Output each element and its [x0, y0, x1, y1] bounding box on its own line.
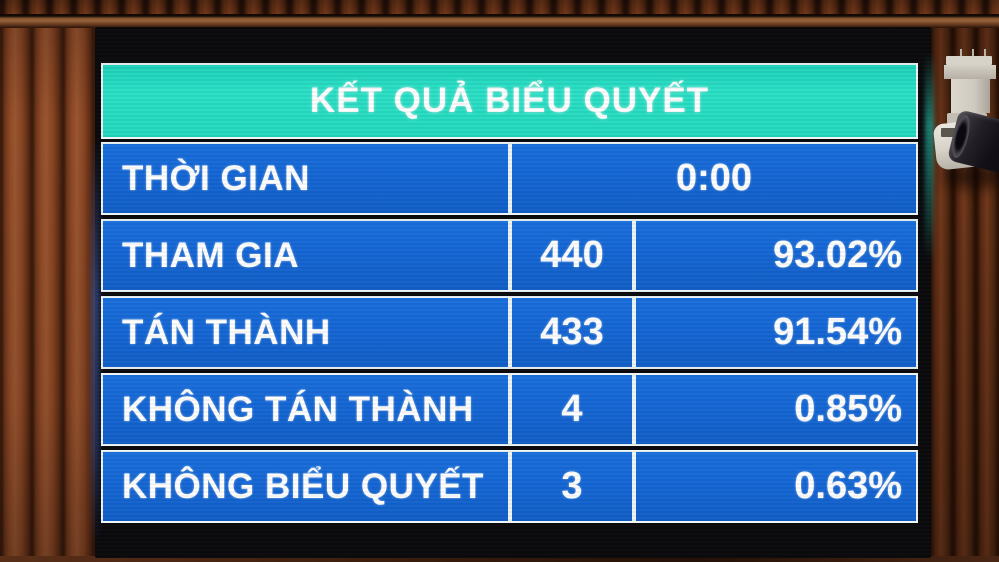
camera-mount-pin [984, 49, 986, 57]
camera-mount-pin [960, 49, 962, 57]
row-percent-cell: 0.63% [634, 450, 918, 523]
time-value: 0:00 [675, 157, 753, 199]
row-count: 4 [561, 388, 583, 430]
row-label-cell: KHÔNG TÁN THÀNH [101, 373, 510, 446]
row-count-cell: 4 [510, 373, 634, 446]
camera-mount-plate [946, 56, 992, 65]
row-label-cell: TÁN THÀNH [101, 296, 510, 369]
voting-display-screen: KẾT QUẢ BIỂU QUYẾT THỜI GIAN 0:00 THAM G… [91, 27, 934, 558]
row-percent-cell: 91.54% [634, 296, 918, 369]
row-label: THAM GIA [122, 235, 300, 275]
wood-rail [0, 14, 999, 28]
board-title-cell: KẾT QUẢ BIỂU QUYẾT [101, 63, 918, 139]
table-row-abstain: KHÔNG BIỂU QUYẾT 3 0.63% [101, 450, 918, 523]
table-row-participated: THAM GIA 440 93.02% [101, 219, 918, 292]
row-label: KHÔNG BIỂU QUYẾT [122, 466, 484, 506]
results-table: THỜI GIAN 0:00 THAM GIA 440 93.02% [101, 142, 918, 527]
row-count-cell: 433 [510, 296, 634, 369]
row-count: 440 [540, 234, 604, 276]
camera-housing-label [941, 128, 956, 137]
row-percent-cell: 0.85% [634, 373, 918, 446]
camera-mount-pin [972, 49, 974, 57]
wood-ledge-bottom [0, 556, 999, 562]
table-row-approve: TÁN THÀNH 433 91.54% [101, 296, 918, 369]
row-percent-cell: 93.02% [634, 219, 918, 292]
wood-panel-top [0, 0, 999, 15]
screen-glow-right [925, 52, 934, 262]
row-label: TÁN THÀNH [122, 312, 331, 352]
time-label-cell: THỜI GIAN [101, 142, 510, 215]
table-row-time: THỜI GIAN 0:00 [101, 142, 918, 215]
camera-bracket [944, 65, 996, 79]
table-row-disapprove: KHÔNG TÁN THÀNH 4 0.85% [101, 373, 918, 446]
camera-bracket-column [951, 79, 990, 113]
security-camera [930, 45, 999, 190]
board-title: KẾT QUẢ BIỂU QUYẾT [309, 81, 710, 120]
time-value-cell: 0:00 [510, 142, 918, 215]
time-label: THỜI GIAN [122, 158, 310, 198]
row-percent: 0.63% [794, 465, 902, 507]
row-count: 3 [561, 465, 583, 507]
row-percent: 93.02% [773, 234, 902, 276]
screen-glow-left [91, 137, 100, 547]
row-count-cell: 440 [510, 219, 634, 292]
row-count-cell: 3 [510, 450, 634, 523]
row-label: KHÔNG TÁN THÀNH [122, 389, 474, 429]
row-count: 433 [540, 311, 604, 353]
row-label-cell: THAM GIA [101, 219, 510, 292]
row-label-cell: KHÔNG BIỂU QUYẾT [101, 450, 510, 523]
row-percent: 0.85% [794, 388, 902, 430]
row-percent: 91.54% [773, 311, 902, 353]
